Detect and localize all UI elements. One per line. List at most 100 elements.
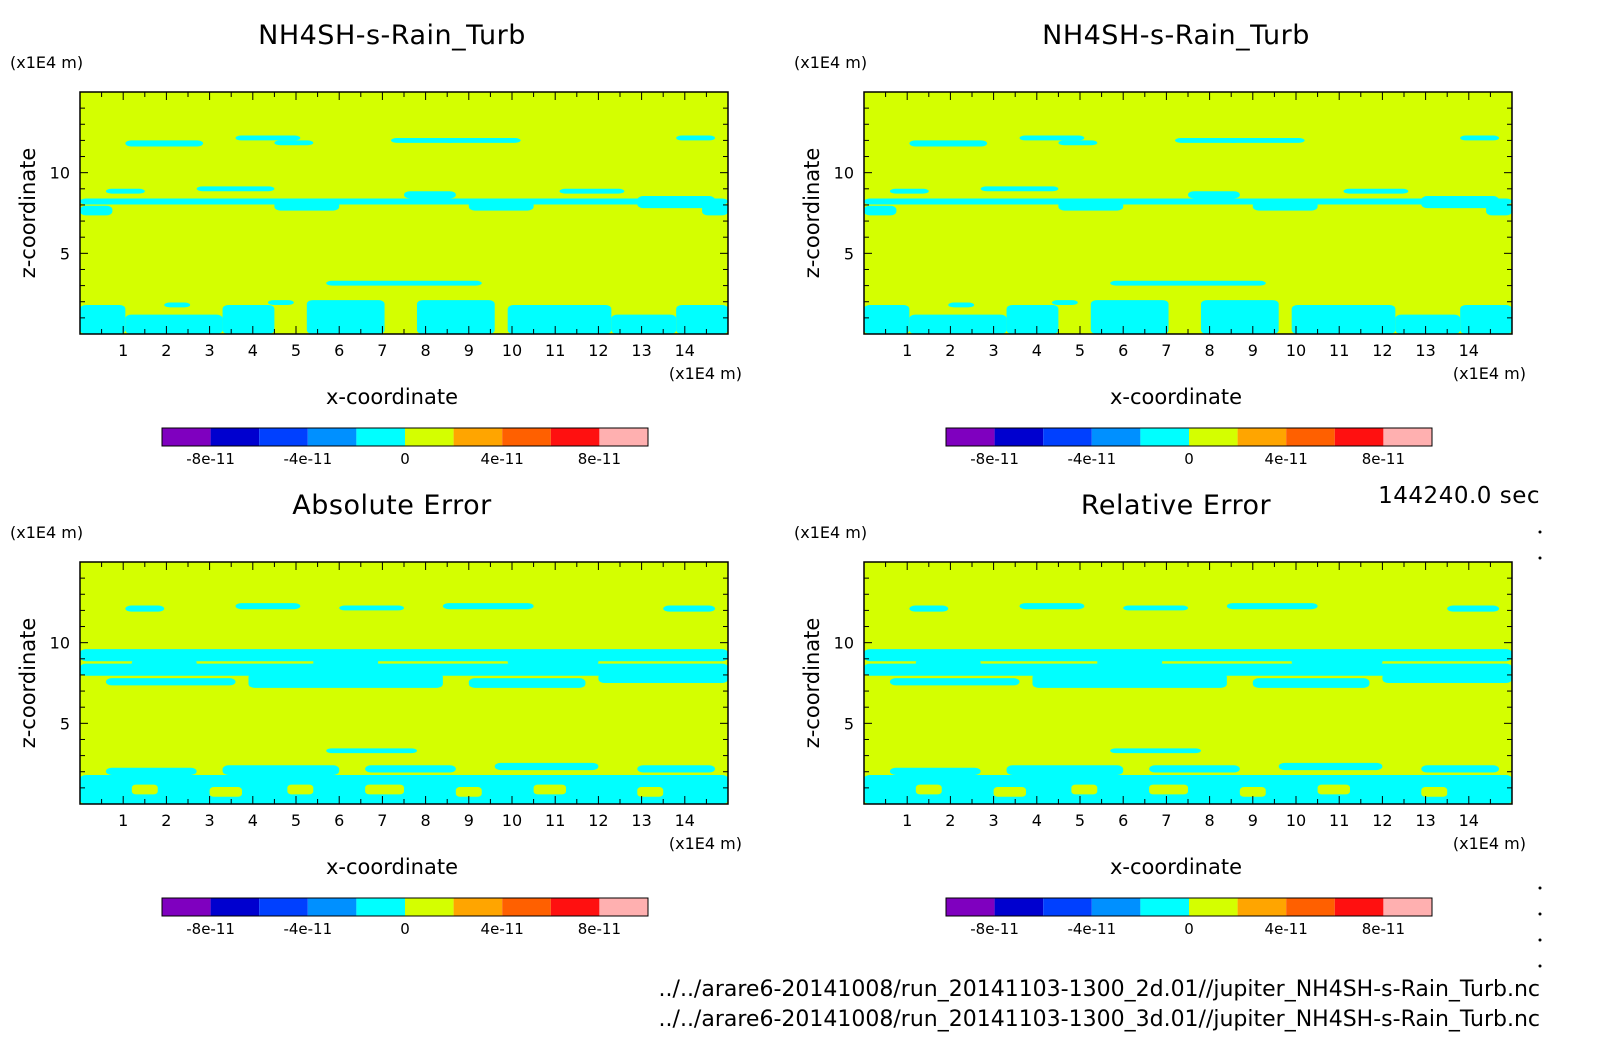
contour-region (468, 198, 534, 211)
contour-region (274, 198, 340, 211)
edge-dot (1538, 938, 1542, 942)
contour-region (306, 300, 385, 334)
contour-region (507, 304, 612, 334)
contour-region (1175, 137, 1240, 143)
x-tick-label: 11 (545, 341, 565, 360)
chart-panel-3: Absolute Error(x1E4 m)1 2 3 4 5 6 7 8 9 10 11 12 13 1… (10, 490, 742, 938)
contour-gap (131, 784, 158, 795)
y-unit-label: (x1E4 m) (794, 53, 867, 72)
chart-title: Relative Error (1081, 490, 1272, 521)
contour-region (676, 304, 728, 334)
contour-region (1226, 603, 1318, 610)
x-tick-label: 4 (1032, 811, 1042, 830)
contour-region (125, 605, 165, 612)
x-tick-label: 2 (945, 341, 955, 360)
contour-region (889, 767, 981, 775)
contour-region (105, 678, 236, 686)
colorbar-frame (945, 897, 1433, 917)
contour-region (1006, 304, 1059, 334)
colorbar-swatch (1140, 428, 1189, 446)
contour-region (1382, 673, 1512, 683)
contour-region (442, 137, 521, 143)
colorbar-tick-label: 8e-11 (578, 450, 621, 468)
contour-region (909, 605, 949, 612)
contour-region (1006, 765, 1124, 775)
contour-region (637, 765, 716, 773)
colorbar-tick-label: -4e-11 (283, 920, 332, 938)
contour-region (222, 304, 275, 334)
colorbar-tick-label: 4e-11 (481, 450, 524, 468)
contour-region (131, 658, 197, 669)
x-tick-label: 10 (1286, 811, 1306, 830)
x-tick-label: 6 (334, 811, 344, 830)
colorbar-frame (161, 427, 649, 447)
chart-title: NH4SH-s-Rain_Turb (1042, 20, 1310, 51)
x-unit-label: (x1E4 m) (669, 364, 742, 383)
colorbar-tick-label: 0 (1184, 450, 1194, 468)
colorbar-swatch (210, 428, 260, 446)
contour-region (1200, 300, 1279, 334)
contour-region (222, 765, 340, 775)
colorbar-swatch (453, 898, 503, 916)
contour-region (1291, 304, 1396, 334)
x-axis-label: x-coordinate (1110, 855, 1242, 879)
y-tick-label: 5 (60, 244, 70, 263)
colorbar-swatch (1334, 428, 1384, 446)
colorbar-swatch (1383, 428, 1432, 446)
contour-region (1252, 678, 1370, 688)
x-tick-label: 6 (334, 341, 344, 360)
file-path-label: ../../arare6-20141008/run_20141103-1300_… (659, 1007, 1540, 1032)
heatmap-field (80, 92, 728, 334)
y-axis-label: z-coordinate (800, 148, 824, 279)
x-tick-label: 1 (902, 341, 912, 360)
contour-gap (1239, 787, 1266, 797)
colorbar-swatch (994, 428, 1044, 446)
contour-region (1421, 765, 1500, 773)
contour-region (1486, 203, 1512, 216)
contour-region (1051, 300, 1078, 305)
contour-region (80, 663, 728, 676)
contour-gap (1149, 784, 1188, 795)
colorbar-swatch (307, 428, 357, 446)
x-tick-label: 2 (161, 811, 171, 830)
x-tick-label: 7 (1161, 341, 1171, 360)
edge-dot (1538, 530, 1542, 534)
contour-gap (365, 784, 404, 795)
contour-region (1421, 196, 1500, 209)
x-axis-label: x-coordinate (326, 855, 458, 879)
x-tick-label: 12 (1372, 811, 1392, 830)
colorbar-tick-label: -8e-11 (186, 450, 235, 468)
colorbar-swatch (259, 898, 308, 916)
colorbar-tick-label: -4e-11 (1067, 920, 1116, 938)
x-tick-label: 4 (248, 811, 258, 830)
colorbar-swatch (994, 898, 1044, 916)
contour-region (980, 186, 1059, 192)
x-tick-label: 6 (1118, 811, 1128, 830)
chart-panel-2: NH4SH-s-Rain_Turb(x1E4 m)1 2 3 4 5 6 7 8 9 10 11 12… (794, 20, 1526, 468)
colorbar-swatch (1237, 898, 1287, 916)
contour-region (864, 663, 1512, 676)
colorbar-frame (161, 897, 649, 917)
x-unit-label: (x1E4 m) (669, 834, 742, 853)
contour-gap (1421, 787, 1448, 797)
x-tick-label: 5 (291, 811, 301, 830)
contour-region (80, 205, 113, 216)
edge-dot (1538, 912, 1542, 916)
contour-region (164, 302, 191, 308)
colorbar-tick-label: -4e-11 (283, 450, 332, 468)
y-axis-label: z-coordinate (16, 618, 40, 749)
colorbar-swatch (259, 428, 308, 446)
contour-region (339, 605, 404, 611)
contour-region (676, 135, 716, 141)
contour-region (1123, 605, 1188, 611)
x-tick-label: 3 (205, 811, 215, 830)
x-unit-label: (x1E4 m) (1453, 834, 1526, 853)
y-tick-label: 10 (50, 164, 70, 183)
contour-region (365, 765, 456, 773)
x-axis-label: x-coordinate (326, 385, 458, 409)
colorbar-swatch (1383, 898, 1432, 916)
colorbar-swatch (502, 428, 551, 446)
contour-region (889, 188, 929, 194)
contour-gap (915, 784, 942, 795)
x-tick-label: 3 (989, 811, 999, 830)
